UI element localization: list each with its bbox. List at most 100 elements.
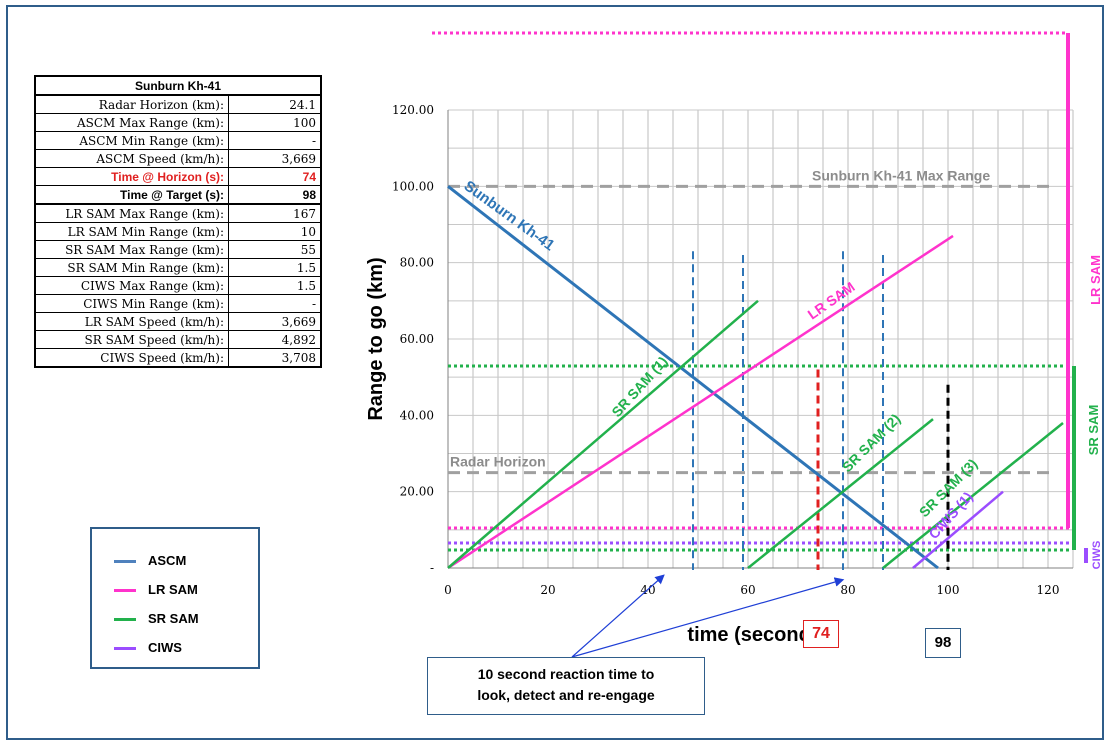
y-tick-label: 60.00 [400,332,434,346]
row-label: CIWS Speed (km/h): [34,348,229,368]
series-label: SR SAM (1) [608,353,670,420]
note-line-2: look, detect and re-engage [477,687,655,703]
series-line [747,418,934,569]
row-value: 167 [228,203,322,223]
series-line [912,490,1004,569]
table-row: SR SAM Min Range (km): 1.5 [34,258,322,277]
row-label: Time @ Target (s): [34,185,229,205]
target-time-label: 98 [934,634,952,651]
row-value: 1.5 [228,276,322,295]
x-tick-label: 100 [937,583,960,597]
row-label: Time @ Horizon (s): [34,167,229,186]
table-row: Time @ Target (s): 98 [34,185,322,205]
parameters-table: Sunburn Kh-41 Radar Horizon (km): 24.1 ASCM… [34,75,322,368]
table-row: SR SAM Speed (km/h): 4,892 [34,330,322,349]
row-value: 55 [228,240,322,259]
horizon-time-label: 74 [812,625,830,642]
row-label: CIWS Min Range (km): [34,294,229,313]
table-row: ASCM Speed (km/h): 3,669 [34,149,322,168]
figure-frame [6,5,1104,740]
row-value: 24.1 [228,94,322,114]
reference-line-label: Radar Horizon [450,454,546,470]
row-value: 98 [228,185,322,205]
series-label: Sunburn Kh-41 [461,177,558,254]
reaction-time-note: 10 second reaction time to look, detect … [427,657,705,715]
row-value: - [228,131,322,150]
series-line [447,234,954,570]
row-label: ASCM Max Range (km): [34,113,229,132]
legend-item-ciws: CIWS [114,640,182,655]
y-tick-label: 120.00 [392,103,434,117]
legend-item-sr-sam: SR SAM [114,611,199,626]
row-value: - [228,294,322,313]
table-row: CIWS Min Range (km): - [34,294,322,313]
series-line [447,185,939,570]
row-label: LR SAM Max Range (km): [34,203,229,223]
series-line [447,299,759,569]
row-label: SR SAM Max Range (km): [34,240,229,259]
legend-swatch [114,647,136,651]
row-label: Radar Horizon (km): [34,94,229,114]
series-label: SR SAM (2) [839,410,904,475]
table-row: Radar Horizon (km): 24.1 [34,94,322,114]
table-row: LR SAM Max Range (km): 167 [34,203,322,223]
table-title: Sunburn Kh-41 [34,75,322,96]
table-row: Time @ Horizon (s): 74 [34,167,322,186]
y-tick-label: 40.00 [400,408,434,422]
legend-swatch [114,560,136,564]
x-tick-label: 60 [740,583,755,597]
legend-swatch [114,618,136,622]
table-row: LR SAM Speed (km/h): 3,669 [34,312,322,331]
horizon-time-box: 74 [803,620,839,648]
row-value: 1.5 [228,258,322,277]
annotation-arrow [571,574,665,658]
row-value: 10 [228,222,322,241]
ciws-zone-label: CIWS [1091,541,1103,570]
table-row: SR SAM Max Range (km): 55 [34,240,322,259]
x-tick-label: 0 [444,583,452,597]
table-row: LR SAM Min Range (km): 10 [34,222,322,241]
row-value: 3,708 [228,348,322,368]
row-value: 3,669 [228,312,322,331]
row-value: 3,669 [228,149,322,168]
table-row: ASCM Max Range (km): 100 [34,113,322,132]
annotation-arrow [571,577,845,658]
y-tick-label: 20.00 [400,485,434,499]
row-label: SR SAM Speed (km/h): [34,330,229,349]
row-label: ASCM Speed (km/h): [34,149,229,168]
legend-label: ASCM [148,553,187,568]
legend-swatch [114,589,136,593]
row-label: CIWS Max Range (km): [34,276,229,295]
x-axis-title: time (seconds) [687,624,828,646]
x-tick-label: 20 [540,583,555,597]
row-label: LR SAM Min Range (km): [34,222,229,241]
note-line-1: 10 second reaction time to [477,666,655,682]
y-tick-label: 80.00 [400,256,434,270]
table-row: CIWS Max Range (km): 1.5 [34,276,322,295]
lr-zone-label: LR SAM [1088,255,1103,305]
y-axis-title: Range to go (km) [365,257,387,420]
legend: ASCM LR SAM SR SAM CIWS [90,527,260,669]
row-label: ASCM Min Range (km): [34,131,229,150]
sr-zone-label: SR SAM [1086,405,1101,456]
table-row: CIWS Speed (km/h): 3,708 [34,348,322,368]
legend-label: SR SAM [148,611,199,626]
row-value: 100 [228,113,322,132]
series-line [882,421,1064,569]
y-tick-label: 100.00 [392,179,434,193]
y-tick-label: - [430,561,434,575]
target-time-box: 98 [925,628,961,658]
row-label: SR SAM Min Range (km): [34,258,229,277]
table-row: ASCM Min Range (km): - [34,131,322,150]
row-value: 4,892 [228,330,322,349]
x-tick-label: 80 [840,583,855,597]
legend-label: LR SAM [148,582,198,597]
reference-line-label: Sunburn Kh-41 Max Range [812,167,990,183]
x-tick-label: 120 [1037,583,1060,597]
row-label: LR SAM Speed (km/h): [34,312,229,331]
legend-item-lr-sam: LR SAM [114,582,198,597]
legend-label: CIWS [148,640,182,655]
row-value: 74 [228,167,322,186]
legend-item-ascm: ASCM [114,553,186,568]
